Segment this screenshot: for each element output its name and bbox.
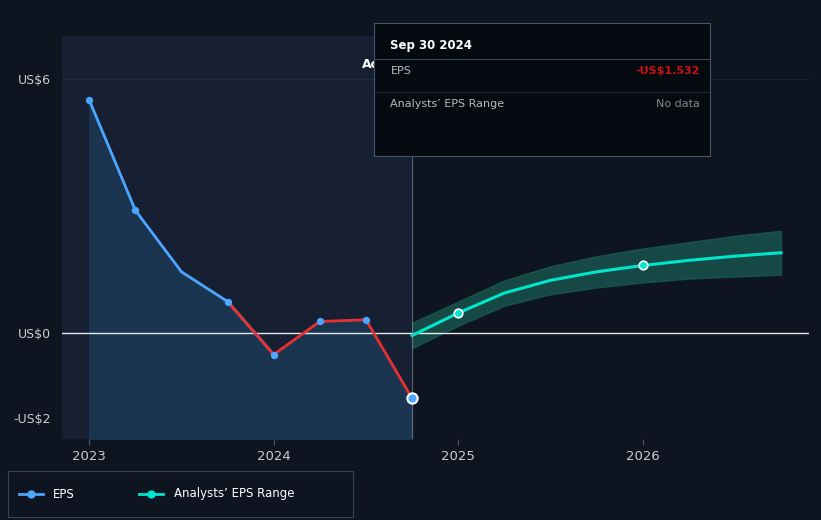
Point [636, 262, 649, 270]
Text: Analysts’ EPS Range: Analysts’ EPS Range [391, 99, 505, 109]
Point [360, 316, 373, 324]
Point [24, 490, 37, 498]
Text: Analysts Forecasts: Analysts Forecasts [418, 58, 534, 71]
Text: Sep 30 2024: Sep 30 2024 [391, 40, 472, 53]
Point [452, 309, 465, 317]
Text: No data: No data [656, 99, 700, 109]
Point [267, 350, 280, 359]
Text: Analysts’ EPS Range: Analysts’ EPS Range [174, 488, 294, 500]
Point [144, 490, 158, 498]
Point [314, 317, 327, 326]
Bar [412, 36, 809, 439]
Text: -US$1.532: -US$1.532 [635, 66, 700, 76]
Point [221, 297, 234, 306]
Bar [62, 36, 412, 439]
Point [83, 96, 96, 104]
Text: Actual: Actual [362, 58, 406, 71]
Text: EPS: EPS [53, 488, 75, 500]
Point [129, 206, 142, 214]
Text: EPS: EPS [391, 66, 411, 76]
Point [406, 394, 419, 402]
